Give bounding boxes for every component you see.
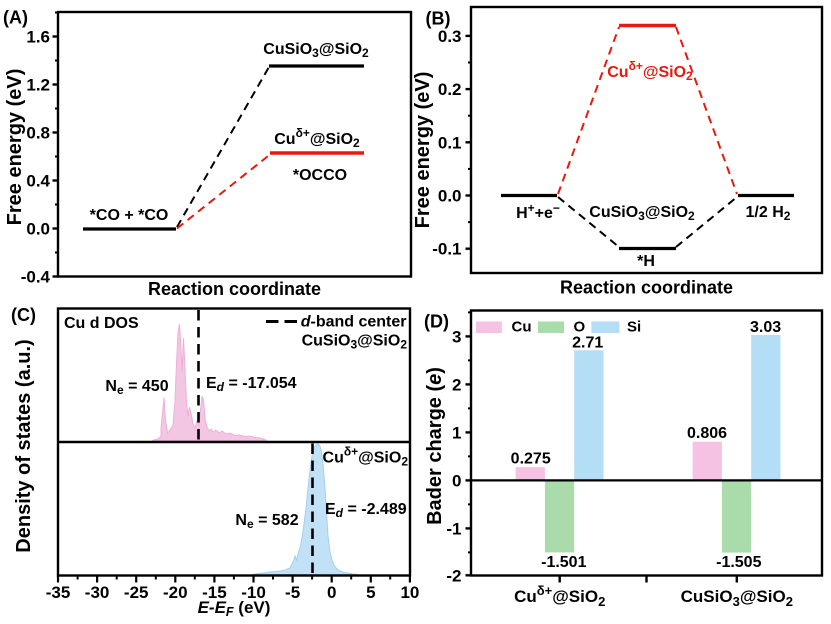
svg-text:(D): (D) [424,312,449,332]
svg-text:0.806: 0.806 [687,425,727,442]
svg-text:O: O [574,319,586,336]
svg-text:3: 3 [452,327,461,346]
svg-text:0: 0 [452,471,461,490]
svg-text:Cu: Cu [512,319,532,336]
svg-text:-1.505: -1.505 [716,554,761,571]
svg-text:Bader charge (e): Bader charge (e) [424,367,446,525]
svg-text:-0.1: -0.1 [432,240,461,259]
svg-text:-10: -10 [241,583,266,602]
svg-text:-30: -30 [85,583,110,602]
svg-text:-1: -1 [446,519,461,538]
svg-text:1/2 H2: 1/2 H2 [746,204,791,223]
svg-text:Reaction coordinate: Reaction coordinate [560,278,733,298]
svg-text:5: 5 [366,583,375,602]
svg-text:-1.501: -1.501 [541,554,586,571]
svg-text:-5: -5 [285,583,300,602]
svg-text:0.0: 0.0 [438,187,462,206]
svg-text:2: 2 [452,375,461,394]
svg-text:Cuδ+@SiO2: Cuδ+@SiO2 [514,583,605,609]
svg-text:0: 0 [327,583,336,602]
svg-text:(A): (A) [3,8,28,28]
svg-text:Free energy (eV): Free energy (eV) [412,72,434,229]
svg-text:3.03: 3.03 [750,319,781,336]
svg-text:Reaction coordinate: Reaction coordinate [148,279,321,299]
svg-text:Ed = -17.054: Ed = -17.054 [206,375,297,394]
svg-text:-2: -2 [446,566,461,585]
svg-text:Ne = 582: Ne = 582 [235,512,298,531]
svg-text:0.275: 0.275 [511,451,551,468]
svg-text:E-EF (eV): E-EF (eV) [198,598,271,619]
svg-text:1.2: 1.2 [26,76,50,95]
svg-text:1.6: 1.6 [26,28,50,47]
svg-text:-20: -20 [163,583,188,602]
svg-text:10: 10 [400,583,419,602]
svg-text:Ed = -2.489: Ed = -2.489 [325,501,407,520]
svg-text:0.4: 0.4 [26,172,50,191]
svg-text:Si: Si [627,319,641,336]
svg-text:-15: -15 [202,583,227,602]
svg-text:CuSiO3@SiO2: CuSiO3@SiO2 [263,41,369,60]
svg-text:-0.4: -0.4 [21,268,51,287]
svg-text:H++e−: H++e− [516,201,560,222]
svg-text:-25: -25 [124,583,149,602]
svg-text:*OCCO: *OCCO [293,167,347,184]
svg-text:Density of states (a.u.): Density of states (a.u.) [13,339,35,552]
svg-text:CuSiO3@SiO2: CuSiO3@SiO2 [302,333,408,352]
svg-text:*H: *H [637,253,655,270]
svg-text:-35: -35 [46,583,71,602]
svg-text:*CO + *CO: *CO + *CO [90,207,169,224]
svg-text:Ne = 450: Ne = 450 [105,378,168,397]
svg-text:0.0: 0.0 [26,220,50,239]
svg-text:(B): (B) [426,9,451,29]
svg-text:1: 1 [452,423,461,442]
svg-text:d-band center: d-band center [301,314,407,331]
svg-text:(C): (C) [11,305,36,325]
svg-text:CuSiO3@SiO2: CuSiO3@SiO2 [589,204,695,223]
svg-text:CuSiO3@SiO2: CuSiO3@SiO2 [681,587,793,609]
svg-text:0.1: 0.1 [438,133,462,152]
svg-text:0.2: 0.2 [438,80,462,99]
svg-text:0.3: 0.3 [438,27,462,46]
svg-text:Cu d DOS: Cu d DOS [64,315,139,332]
svg-text:Free energy (eV): Free energy (eV) [4,69,26,226]
svg-text:0.8: 0.8 [26,124,50,143]
svg-text:2.71: 2.71 [572,335,603,352]
